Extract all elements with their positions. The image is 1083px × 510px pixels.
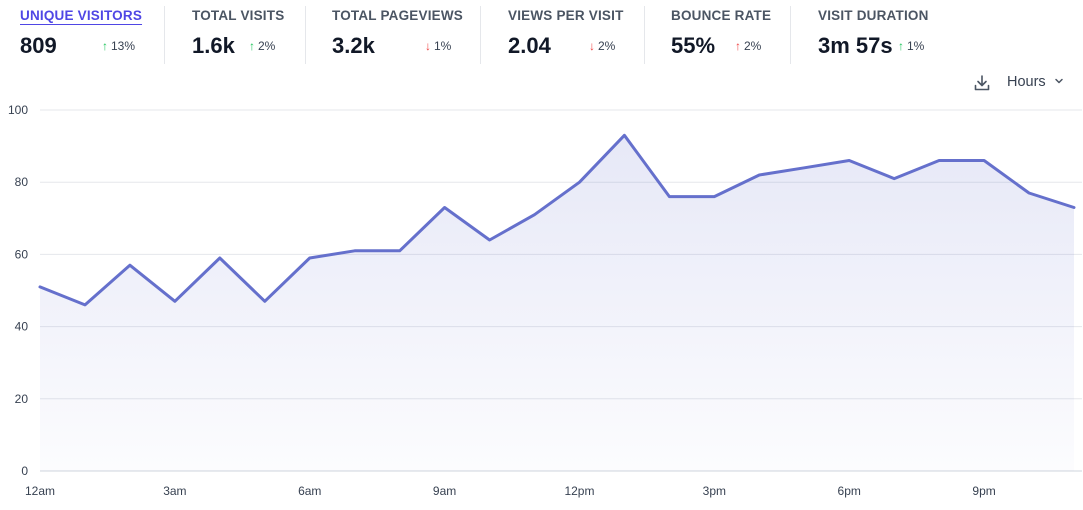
stat-total-visits[interactable]: TOTAL VISITS 1.6k ↑ 2%: [192, 0, 302, 64]
stat-value: 3.2k: [332, 33, 375, 58]
stat-value: 55%: [671, 33, 716, 58]
stat-divider: [305, 6, 306, 64]
visitors-chart: 0 20 40 60 80 100 12am 3am 6am 9am 12pm 3pm 6pm 9pm: [8, 103, 1082, 498]
chart-controls: Hours: [973, 72, 1065, 94]
stat-divider: [790, 6, 791, 64]
arrow-up-icon: ↑: [898, 39, 904, 53]
stat-value: 2.04: [508, 33, 551, 58]
x-tick-label: 6am: [298, 484, 321, 498]
y-tick-label: 60: [15, 247, 29, 261]
arrow-up-icon: ↑: [102, 39, 108, 53]
stat-unique-visitors[interactable]: UNIQUE VISITORS 809 ↑ 13%: [20, 0, 160, 64]
arrow-down-icon: ↓: [589, 39, 595, 53]
download-icon[interactable]: [973, 74, 991, 92]
stat-label: BOUNCE RATE: [671, 8, 772, 23]
chevron-down-icon: [1054, 74, 1064, 90]
stat-divider: [644, 6, 645, 64]
stat-visit-duration[interactable]: VISIT DURATION 3m 57s ↑ 1%: [818, 0, 958, 64]
y-tick-label: 0: [21, 464, 28, 478]
arrow-up-icon: ↑: [735, 39, 741, 53]
arrow-down-icon: ↓: [425, 39, 431, 53]
x-tick-label: 3pm: [703, 484, 726, 498]
arrow-up-icon: ↑: [249, 39, 255, 53]
stat-change: ↑ 2%: [249, 39, 276, 53]
x-tick-label: 3am: [163, 484, 186, 498]
y-tick-label: 100: [8, 103, 28, 117]
interval-label: Hours: [1007, 74, 1046, 90]
stat-change: ↓ 2%: [589, 39, 616, 53]
stat-value: 809: [20, 33, 57, 58]
x-tick-label: 9pm: [972, 484, 995, 498]
stat-change: ↑ 13%: [102, 39, 136, 53]
stat-change: ↓ 1%: [425, 39, 452, 53]
stat-views-per-visit[interactable]: VIEWS PER VISIT 2.04 ↓ 2%: [508, 0, 643, 64]
stat-label: TOTAL PAGEVIEWS: [332, 8, 464, 23]
y-tick-label: 40: [15, 320, 29, 334]
stat-change: ↑ 2%: [735, 39, 762, 53]
stat-bounce-rate[interactable]: BOUNCE RATE 55% ↑ 2%: [671, 0, 786, 64]
interval-select[interactable]: Hours: [1007, 74, 1064, 90]
stat-label: TOTAL VISITS: [192, 8, 285, 23]
x-tick-label: 9am: [433, 484, 456, 498]
stat-value: 3m 57s: [818, 33, 893, 58]
stat-total-pageviews[interactable]: TOTAL PAGEVIEWS 3.2k ↓ 1%: [332, 0, 477, 64]
stat-divider: [480, 6, 481, 64]
series-area: [40, 135, 1074, 472]
y-tick-label: 20: [15, 392, 29, 406]
x-tick-label: 6pm: [838, 484, 861, 498]
x-tick-label: 12am: [25, 484, 55, 498]
series-line: [38, 133, 1076, 307]
x-tick-label: 12pm: [564, 484, 594, 498]
stat-label: VIEWS PER VISIT: [508, 8, 624, 23]
stats-bar: UNIQUE VISITORS 809 ↑ 13% TOTAL VISITS 1.…: [0, 0, 1083, 66]
stat-change: ↑ 1%: [898, 39, 925, 53]
stat-value: 1.6k: [192, 33, 235, 58]
stat-divider: [164, 6, 165, 64]
stat-label: VISIT DURATION: [818, 8, 929, 23]
stat-label: UNIQUE VISITORS: [20, 8, 143, 23]
y-tick-label: 80: [15, 175, 29, 189]
